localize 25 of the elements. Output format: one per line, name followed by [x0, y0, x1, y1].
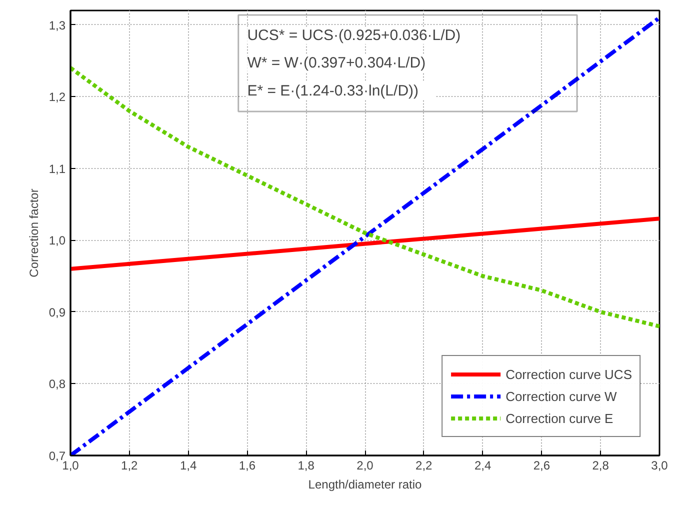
- annotation: W* = W·(0.397+0.304·L/D): [247, 54, 426, 72]
- x-tick-label: 2,4: [474, 458, 492, 472]
- y-tick-label: 0,8: [48, 377, 66, 392]
- x-tick-label: 1,2: [121, 458, 138, 472]
- x-axis-title: Length/diameter ratio: [308, 478, 422, 492]
- legend-label: Correction curve UCS: [506, 366, 632, 382]
- legend-label: Correction curve W: [506, 388, 617, 404]
- legend-label: Correction curve E: [506, 410, 614, 426]
- annotation: E* = E·(1.24-0.33·ln(L/D)): [247, 82, 419, 100]
- x-tick-label: 2,2: [416, 458, 433, 472]
- x-tick-label: 1,0: [62, 458, 80, 472]
- y-tick-label: 1,2: [48, 90, 66, 104]
- y-tick-label: 0,9: [48, 305, 66, 320]
- x-tick-label: 2,8: [592, 458, 610, 472]
- x-tick-label: 2,0: [356, 458, 374, 472]
- y-tick-label: 1,1: [48, 162, 66, 176]
- y-tick-label: 1,0: [48, 234, 66, 248]
- x-tick-label: 1,8: [298, 458, 315, 472]
- x-tick-label: 2,6: [533, 458, 550, 472]
- annotation: UCS* = UCS·(0.925+0.036·L/D): [247, 27, 461, 44]
- x-tick-label: 1,6: [238, 458, 256, 472]
- x-tick-label: 3,0: [651, 458, 668, 472]
- y-axis-title: Correction factor: [26, 188, 41, 278]
- x-tick-label: 1,4: [180, 458, 197, 472]
- y-tick-label: 1,3: [48, 18, 66, 32]
